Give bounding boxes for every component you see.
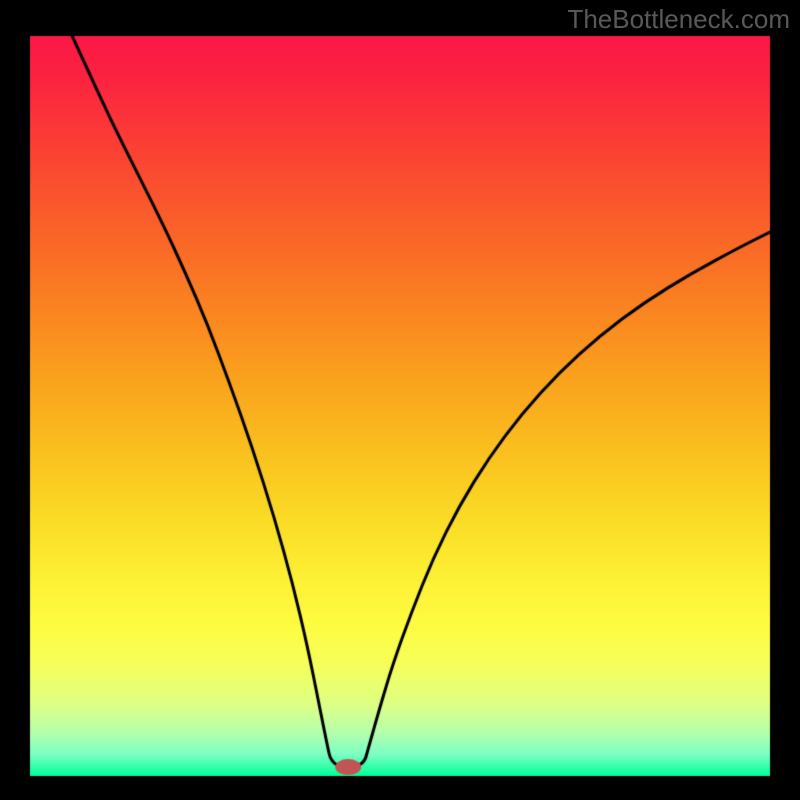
chart-stage: TheBottleneck.com — [0, 0, 800, 800]
bottleneck-curve-chart — [0, 0, 800, 800]
watermark-text: TheBottleneck.com — [567, 4, 790, 35]
